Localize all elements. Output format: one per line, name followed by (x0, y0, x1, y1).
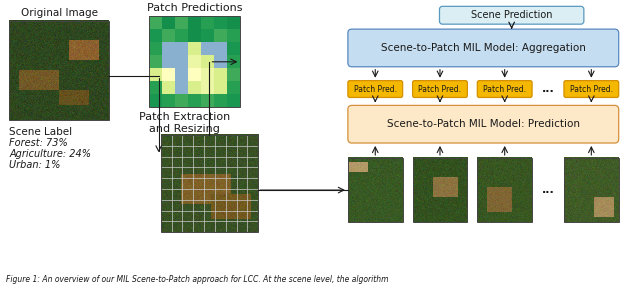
Text: Forest: 73%: Forest: 73% (10, 138, 68, 148)
Bar (214, 29, 227, 42)
Bar (201, 68, 214, 81)
Text: Scene Prediction: Scene Prediction (471, 10, 552, 20)
Bar (413, 158, 467, 222)
FancyBboxPatch shape (440, 6, 584, 24)
Bar (188, 81, 201, 94)
Bar (201, 55, 214, 68)
Bar (188, 16, 201, 29)
Bar (227, 81, 241, 94)
Bar (227, 42, 241, 55)
Bar (214, 55, 227, 68)
Bar (214, 55, 227, 68)
Text: Patch Predictions: Patch Predictions (147, 3, 243, 13)
FancyBboxPatch shape (348, 81, 403, 98)
Text: Patch Pred.: Patch Pred. (483, 85, 526, 93)
Bar (162, 55, 175, 68)
Bar (227, 94, 241, 107)
Bar (564, 158, 619, 222)
FancyBboxPatch shape (477, 81, 532, 98)
Bar (148, 81, 162, 94)
Bar (175, 16, 188, 29)
Bar (188, 94, 201, 107)
FancyBboxPatch shape (348, 105, 619, 143)
Text: Patch Pred.: Patch Pred. (570, 85, 613, 93)
Bar (214, 81, 227, 94)
Bar (175, 81, 188, 94)
Bar (175, 81, 188, 94)
Bar (214, 94, 227, 107)
Bar (148, 68, 162, 81)
Bar (227, 16, 241, 29)
Bar (201, 29, 214, 42)
Text: Original Image: Original Image (20, 8, 98, 18)
Bar (162, 81, 175, 94)
Text: Scene-to-Patch MIL Model: Aggregation: Scene-to-Patch MIL Model: Aggregation (381, 43, 586, 53)
Bar (175, 42, 188, 55)
Text: Scene Label: Scene Label (10, 127, 72, 137)
Bar (175, 68, 188, 81)
Text: Patch Extraction
and Resizing: Patch Extraction and Resizing (139, 112, 230, 134)
Bar (214, 42, 227, 55)
Text: Urban: 1%: Urban: 1% (10, 160, 61, 170)
Bar (10, 21, 109, 120)
Bar (162, 55, 175, 68)
Bar (162, 16, 175, 29)
Bar (175, 94, 188, 107)
FancyBboxPatch shape (413, 81, 467, 98)
Bar (188, 55, 201, 68)
Bar (214, 68, 227, 81)
Bar (201, 81, 214, 94)
Text: ...: ... (541, 84, 554, 94)
Bar (162, 29, 175, 42)
Bar (148, 16, 162, 29)
Bar (188, 42, 201, 55)
Bar (175, 55, 188, 68)
Bar (227, 55, 241, 68)
Bar (201, 42, 214, 55)
Bar (148, 16, 241, 107)
Bar (227, 68, 241, 81)
Bar (148, 94, 162, 107)
Bar (227, 29, 241, 42)
Text: Agriculture: 24%: Agriculture: 24% (10, 149, 92, 159)
Bar (188, 68, 201, 81)
Bar (477, 158, 532, 222)
Bar (148, 42, 162, 55)
FancyBboxPatch shape (348, 29, 619, 67)
Bar (214, 16, 227, 29)
Bar (201, 94, 214, 107)
FancyBboxPatch shape (564, 81, 619, 98)
Bar (148, 29, 162, 42)
Text: ...: ... (541, 185, 554, 195)
Bar (188, 29, 201, 42)
Bar (162, 94, 175, 107)
Bar (201, 42, 214, 55)
Text: Figure 1: An overview of our MIL Scene-to-Patch approach for LCC. At the scene l: Figure 1: An overview of our MIL Scene-t… (6, 275, 389, 284)
Bar (161, 135, 259, 232)
Bar (175, 68, 188, 81)
Text: Patch Pred.: Patch Pred. (354, 85, 397, 93)
Bar (162, 68, 175, 81)
Text: Patch Pred.: Patch Pred. (419, 85, 461, 93)
Bar (175, 42, 188, 55)
Bar (175, 55, 188, 68)
Bar (162, 42, 175, 55)
Bar (348, 158, 403, 222)
Text: Scene-to-Patch MIL Model: Prediction: Scene-to-Patch MIL Model: Prediction (387, 119, 580, 129)
Bar (148, 55, 162, 68)
Bar (162, 42, 175, 55)
Bar (175, 29, 188, 42)
Bar (214, 42, 227, 55)
Bar (201, 16, 214, 29)
